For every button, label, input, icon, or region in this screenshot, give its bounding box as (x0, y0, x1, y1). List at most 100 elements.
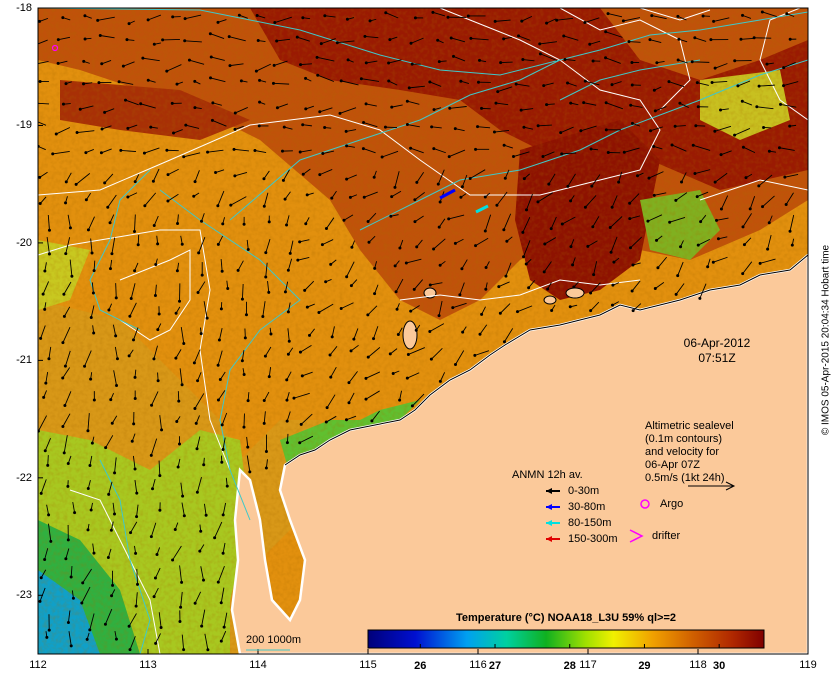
velocity-arrow-head (64, 201, 68, 205)
velocity-arrow-head (760, 10, 764, 14)
velocity-arrow-head (571, 263, 575, 267)
velocity-arrow (740, 37, 754, 40)
velocity-arrow-head (286, 352, 290, 356)
colorbar-tick-label: 27 (488, 660, 502, 672)
velocity-arrow-head (108, 267, 112, 271)
velocity-arrow-head (680, 180, 684, 184)
plot-frame (37, 7, 809, 655)
velocity-arrow (593, 261, 598, 275)
velocity-arrow-head (788, 229, 792, 233)
velocity-arrow-head (387, 61, 391, 65)
velocity-arrow (276, 38, 291, 42)
velocity-arrow (111, 237, 116, 254)
velocity-arrow-head (109, 398, 113, 402)
velocity-arrow (789, 214, 795, 232)
velocity-arrow-head (283, 197, 287, 201)
velocity-arrow (39, 171, 48, 178)
velocity-arrow (760, 258, 776, 264)
velocity-arrow-head (345, 177, 349, 181)
velocity-arrow (767, 234, 772, 250)
velocity-arrow-head (757, 84, 761, 88)
velocity-arrow (100, 35, 115, 39)
velocity-arrow-head (182, 514, 186, 518)
velocity-arrow-head (63, 364, 67, 368)
velocity-arrow (277, 103, 288, 109)
velocity-arrow (591, 174, 601, 187)
velocity-arrow (430, 282, 443, 286)
velocity-arrow-head (133, 375, 137, 379)
velocity-arrow-head (436, 182, 440, 186)
velocity-arrow-head (288, 251, 292, 255)
velocity-arrow-head (170, 101, 174, 105)
velocity-arrow-head (43, 307, 47, 311)
velocity-arrow-head (159, 625, 163, 629)
velocity-arrow (153, 168, 160, 182)
velocity-arrow-head (387, 79, 391, 83)
velocity-arrow (237, 260, 244, 271)
velocity-arrow-head (193, 601, 197, 605)
velocity-arrow-head (149, 535, 153, 539)
velocity-arrow (40, 325, 46, 339)
velocity-arrow-head (589, 147, 593, 151)
velocity-arrow (198, 237, 206, 254)
isobath-contours (38, 8, 808, 654)
velocity-arrow (580, 125, 597, 132)
velocity-arrow (697, 191, 709, 197)
velocity-arrow-head (254, 69, 258, 73)
velocity-arrow-head (346, 58, 350, 62)
colorbar-title: Temperature (°C) NOAA18_L3U 59% ql>=2 (456, 612, 676, 624)
velocity-arrow (287, 328, 290, 342)
velocity-arrow (756, 106, 774, 110)
velocity-arrow-head (161, 38, 165, 42)
velocity-arrow-head (436, 38, 440, 42)
velocity-arrow (268, 366, 272, 377)
velocity-arrow-head (75, 131, 79, 135)
velocity-arrow-head (84, 151, 88, 155)
velocity-arrow-head (261, 314, 265, 318)
velocity-arrow-head (47, 357, 51, 361)
velocity-arrow-head (136, 243, 140, 247)
velocity-arrow-head (264, 275, 268, 279)
velocity-arrow-head (345, 144, 349, 148)
velocity-arrow (346, 129, 357, 132)
velocity-arrow-head (590, 184, 594, 188)
velocity-arrow-head (350, 245, 354, 249)
velocity-arrow-head (286, 310, 290, 314)
velocity-arrow (180, 591, 183, 608)
velocity-arrow-head (492, 130, 496, 134)
velocity-arrow (197, 372, 202, 381)
velocity-arrow (504, 328, 514, 342)
velocity-arrow-head (56, 61, 60, 65)
velocity-arrow (407, 372, 420, 379)
velocity-arrow-head (628, 246, 632, 250)
velocity-arrow-head (330, 335, 334, 339)
velocity-arrow-head (180, 580, 184, 584)
velocity-arrow (319, 107, 333, 113)
velocity-arrow-head (512, 155, 516, 159)
velocity-arrow (65, 548, 70, 559)
velocity-arrow (222, 542, 226, 554)
velocity-arrow-head (586, 244, 590, 248)
velocity-arrow-head (46, 463, 50, 467)
velocity-arrow-head (44, 381, 48, 385)
velocity-arrow-head (151, 179, 155, 183)
velocity-arrow-head (242, 372, 246, 376)
velocity-arrow (125, 99, 139, 106)
coastline (284, 254, 808, 466)
velocity-arrow-head (62, 314, 66, 318)
velocity-arrow-head (679, 245, 683, 249)
velocity-arrow (550, 216, 557, 229)
velocity-arrow-head (174, 311, 178, 315)
velocity-arrow (592, 216, 600, 227)
velocity-arrow-head (298, 240, 302, 244)
velocity-arrow-head (693, 172, 697, 176)
velocity-arrow (367, 212, 377, 222)
argo-float-icon (51, 44, 59, 52)
velocity-arrow-head (39, 491, 43, 495)
velocity-arrow-head (70, 274, 74, 278)
velocity-arrow-head (606, 12, 610, 16)
velocity-arrow-head (38, 599, 42, 603)
velocity-arrow-head (183, 17, 187, 21)
velocity-arrow-head (220, 423, 224, 427)
velocity-arrow-head (127, 354, 131, 358)
